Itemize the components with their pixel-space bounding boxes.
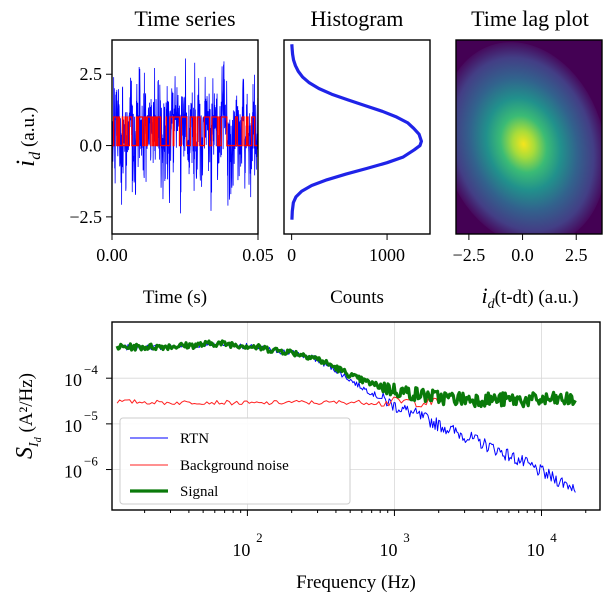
psd-frame [111, 321, 601, 511]
y-tick-label: 0.0 [80, 136, 103, 156]
legend-box [119, 417, 351, 505]
psd-legend: RTN Background noise Signal [119, 417, 351, 505]
time-series-axes: −2.5 0.0 2.5 0.00 0.05 [69, 64, 273, 265]
heatmap-density [456, 42, 602, 234]
time-lag-panel: Time lag plot −2.5 0.0 2.5 id(t-dt) (a.u.) [453, 6, 603, 312]
time-lag-frame [455, 39, 603, 235]
x-tick-label: 0.00 [96, 245, 128, 265]
x-tick-exponent: 3 [403, 530, 410, 545]
histogram-xlabel: Counts [330, 287, 384, 308]
time-series-frame [111, 39, 259, 235]
x-tick-label: 1000 [369, 245, 405, 265]
time-series-plot-area [112, 58, 258, 214]
legend-label-signal: Signal [180, 484, 218, 500]
x-tick-exponent: 2 [256, 530, 263, 545]
y-tick-exponent: −4 [84, 362, 98, 377]
psd-xlabel: Frequency (Hz) [296, 572, 416, 593]
x-tick-label: −2.5 [453, 245, 486, 265]
time-series-xlabel: Time (s) [143, 287, 207, 308]
legend-label-background: Background noise [180, 458, 289, 474]
histogram-axes: 0 1000 [287, 234, 405, 265]
time-series-title: Time series [134, 6, 235, 31]
series-signal [115, 339, 577, 409]
histogram-curve [290, 44, 424, 220]
x-tick-label: 0.0 [511, 245, 534, 265]
x-tick-exponent: 4 [550, 530, 557, 545]
x-tick-label: 2.5 [565, 245, 588, 265]
x-tick-label: 10 [526, 540, 544, 560]
time-series-panel: Time series −2.50.02.50.00 0.05 Time (s) … [11, 6, 274, 308]
y-tick-exponent: −6 [84, 454, 98, 469]
y-tick-exponent: −5 [84, 408, 98, 423]
time-lag-title: Time lag plot [471, 6, 589, 31]
x-tick-label: 0 [287, 245, 296, 265]
series-background [116, 396, 440, 408]
histogram-frame [283, 39, 431, 235]
psd-plot-area [115, 339, 577, 493]
x-tick-label: 0.05 [242, 245, 274, 265]
y-tick-label: 10 [64, 370, 82, 390]
legend-label-rtn: RTN [180, 431, 209, 447]
histogram-panel: Histogram 0 1000 Counts [283, 6, 431, 308]
histogram-title: Histogram [311, 6, 404, 31]
y-tick-label: 10 [64, 416, 82, 436]
y-tick-label: −2.5 [69, 207, 102, 227]
psd-ylabel: SId (A²/Hz) [12, 373, 44, 459]
x-tick-label: 10 [232, 540, 250, 560]
time-lag-axes: −2.5 0.0 2.5 [453, 234, 588, 265]
x-tick-label: 10 [379, 540, 397, 560]
y-tick-label: 10 [64, 462, 82, 482]
time-series-ylabel: id (a.u.) [11, 107, 44, 167]
series-telegraph [112, 116, 258, 147]
time-lag-xlabel: id(t-dt) (a.u.) [481, 283, 578, 312]
histogram-plot-area [290, 44, 424, 220]
y-tick-label: 2.5 [80, 64, 103, 84]
time-lag-plot-area [456, 40, 602, 234]
